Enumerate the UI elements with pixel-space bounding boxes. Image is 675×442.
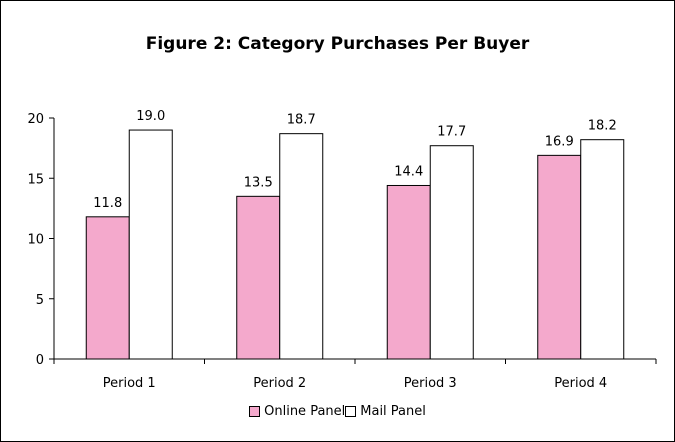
legend-swatch-mail xyxy=(345,406,357,417)
x-category-label: Period 2 xyxy=(253,376,306,391)
bar-mail-panel xyxy=(580,139,625,360)
legend-label-mail: Mail Panel xyxy=(360,404,426,419)
chart-title: Figure 2: Category Purchases Per Buyer xyxy=(145,34,530,54)
bar-mail-panel xyxy=(128,129,173,360)
data-label: 11.8 xyxy=(93,196,122,211)
data-label: 14.4 xyxy=(394,164,423,179)
bar-online-panel xyxy=(386,184,431,360)
legend-item-mail: Mail Panel xyxy=(345,404,426,419)
x-category-label: Period 3 xyxy=(404,376,457,391)
bar-online-panel xyxy=(537,154,582,360)
bar-online-panel xyxy=(236,195,281,360)
chart-legend: Online Panel Mail Panel xyxy=(0,404,675,419)
bar-mail-panel xyxy=(279,133,324,360)
bar-online-panel xyxy=(85,216,130,360)
data-label: 16.9 xyxy=(545,134,574,149)
legend-label-online: Online Panel xyxy=(264,404,346,419)
y-tick-label: 0 xyxy=(36,353,44,368)
data-label: 19.0 xyxy=(136,109,165,124)
data-label: 18.2 xyxy=(588,119,617,134)
data-label: 13.5 xyxy=(244,175,273,190)
x-category-label: Period 4 xyxy=(554,376,607,391)
y-tick-label: 15 xyxy=(27,172,44,187)
y-tick-label: 5 xyxy=(36,293,44,308)
data-label: 17.7 xyxy=(437,125,466,140)
x-category-label: Period 1 xyxy=(103,376,156,391)
data-label: 18.7 xyxy=(287,113,316,128)
legend-swatch-online xyxy=(249,406,261,417)
y-tick-label: 20 xyxy=(27,112,44,127)
y-tick-label: 10 xyxy=(27,233,44,248)
bar-mail-panel xyxy=(429,145,474,360)
legend-item-online: Online Panel xyxy=(249,404,345,419)
